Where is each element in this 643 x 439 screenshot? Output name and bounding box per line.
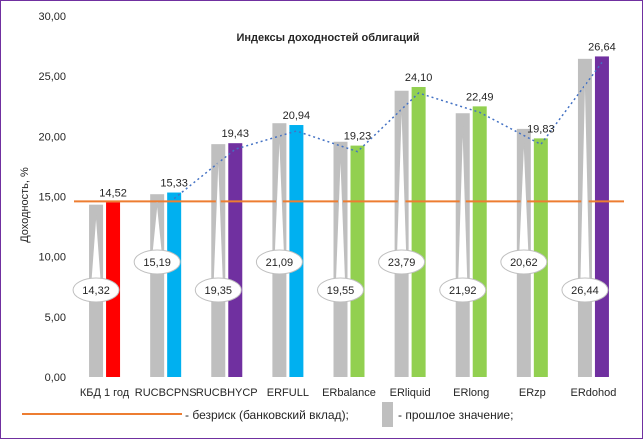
y-tick-label: 0,00 bbox=[45, 372, 66, 384]
current-value-label: 22,49 bbox=[466, 91, 494, 103]
y-tick-label: 25,00 bbox=[38, 71, 66, 83]
current-value-label: 19,43 bbox=[222, 128, 250, 140]
current-value-label: 19,83 bbox=[527, 123, 555, 135]
previous-value-label: 20,62 bbox=[510, 257, 538, 269]
legend-previous-label: - прошлое значение; bbox=[398, 408, 513, 422]
category-label: ERdohod bbox=[571, 387, 617, 399]
bar-current-value bbox=[350, 145, 365, 377]
previous-value-callout-bubble bbox=[133, 249, 181, 275]
bar-current-value bbox=[594, 56, 609, 377]
current-value-label: 24,10 bbox=[405, 72, 433, 84]
legend-riskfree-label: - безриск (банковский вклад); bbox=[185, 408, 349, 422]
previous-value-label: 19,35 bbox=[205, 285, 233, 297]
bar-current-value bbox=[228, 143, 243, 377]
y-tick-label: 5,00 bbox=[45, 312, 66, 324]
current-value-label: 14,52 bbox=[99, 187, 127, 199]
bars-group bbox=[89, 56, 609, 378]
category-label: RUCBHYCP bbox=[196, 387, 258, 399]
chart-title: Индексы доходностей облигаций bbox=[236, 32, 419, 44]
previous-value-label: 21,09 bbox=[266, 257, 294, 269]
previous-value-callout-bubble bbox=[561, 277, 609, 303]
y-tick-label: 20,00 bbox=[38, 131, 66, 143]
current-value-label: 15,33 bbox=[160, 178, 188, 190]
y-tick-label: 15,00 bbox=[38, 192, 66, 204]
category-label: ERbalance bbox=[322, 387, 376, 399]
bar-current-value bbox=[472, 106, 487, 377]
previous-value-callout-bubble bbox=[194, 277, 242, 303]
category-label: КБД 1 год bbox=[80, 387, 130, 399]
previous-value-callout-bubble bbox=[500, 249, 548, 275]
current-value-label: 19,23 bbox=[344, 131, 372, 143]
category-label: ERFULL bbox=[267, 387, 309, 399]
previous-value-label: 21,92 bbox=[449, 285, 477, 297]
bar-current-value bbox=[289, 125, 304, 377]
category-label: ERlong bbox=[453, 387, 489, 399]
legend: - безриск (банковский вклад); - прошлое … bbox=[22, 402, 513, 427]
previous-value-label: 26,44 bbox=[571, 285, 599, 297]
previous-value-label: 15,19 bbox=[143, 257, 171, 269]
category-label: RUCBCPNS bbox=[135, 387, 197, 399]
y-axis-ticks: 0,00 5,00 10,00 15,00 20,00 25,00 30,00 bbox=[38, 11, 66, 384]
category-labels-group: КБД 1 год RUCBCPNS RUCBHYCP ERFULL ERbalance… bbox=[80, 387, 617, 399]
current-value-label: 26,64 bbox=[588, 41, 616, 53]
legend-previous-swatch bbox=[382, 402, 393, 427]
category-label: ERzp bbox=[519, 387, 546, 399]
previous-value-callout-bubble bbox=[317, 277, 364, 303]
previous-value-label: 19,55 bbox=[327, 285, 355, 297]
previous-value-label: 23,79 bbox=[388, 257, 416, 269]
bar-current-value bbox=[411, 86, 426, 377]
previous-value-callout-bubble bbox=[255, 249, 303, 275]
previous-value-label: 14,32 bbox=[82, 285, 110, 297]
previous-value-callout-bubble bbox=[72, 277, 120, 303]
y-tick-label: 30,00 bbox=[38, 11, 66, 23]
data-labels-group: 14,52 14,32 15,33 15,19 19,43 19,35 20,94 21,09… bbox=[72, 41, 616, 303]
y-tick-label: 10,00 bbox=[38, 252, 66, 264]
y-axis-label: Доходность, % bbox=[19, 167, 31, 243]
current-value-label: 20,94 bbox=[283, 110, 311, 122]
bar-current-value bbox=[167, 192, 182, 377]
category-label: ERliquid bbox=[390, 387, 431, 399]
previous-value-callout-bubble bbox=[439, 277, 487, 303]
previous-value-callout-bubble bbox=[378, 249, 426, 275]
